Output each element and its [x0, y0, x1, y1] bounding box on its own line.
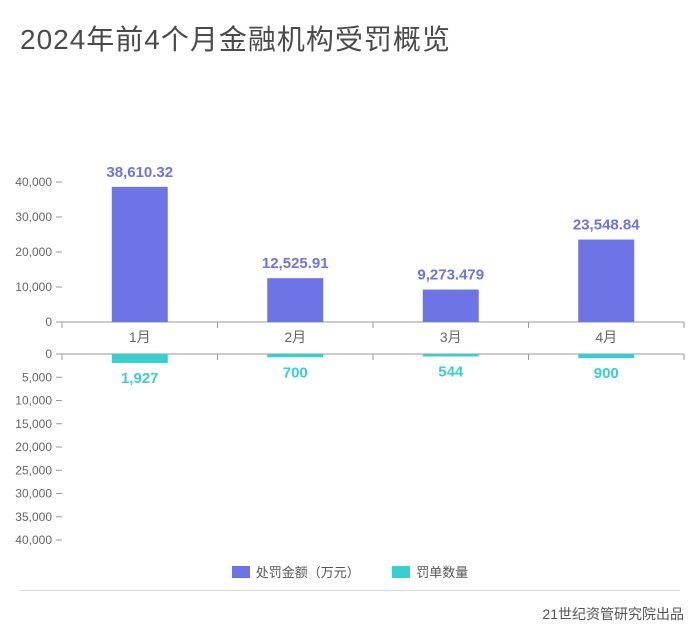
legend: 处罚金额（万元） 罚单数量 — [0, 562, 700, 583]
svg-text:25,000: 25,000 — [15, 463, 52, 477]
source-attribution: 21世纪资管研究院出品 — [542, 604, 684, 624]
svg-text:3月: 3月 — [440, 329, 462, 345]
svg-text:1月: 1月 — [129, 329, 151, 345]
legend-swatch-amount — [232, 566, 250, 578]
page-root: 2024年前4个月金融机构受罚概览 0 10,000 20,000 30,000 40,… — [0, 0, 700, 632]
svg-text:30,000: 30,000 — [15, 210, 52, 224]
svg-text:20,000: 20,000 — [15, 245, 52, 259]
svg-text:30,000: 30,000 — [15, 487, 52, 501]
svg-text:0: 0 — [45, 315, 52, 329]
legend-item-amount: 处罚金额（万元） — [232, 562, 360, 581]
svg-text:900: 900 — [594, 365, 619, 382]
divider — [20, 590, 680, 591]
svg-text:0: 0 — [45, 347, 52, 361]
svg-text:5,000: 5,000 — [22, 370, 52, 384]
chart-svg: 0 10,000 20,000 30,000 40,000 0 5,000 10,000 15,… — [0, 90, 700, 570]
svg-text:2月: 2月 — [284, 329, 306, 345]
chart-title: 2024年前4个月金融机构受罚概览 — [20, 18, 680, 58]
legend-swatch-count — [392, 566, 410, 578]
svg-text:10,000: 10,000 — [15, 394, 52, 408]
svg-text:35,000: 35,000 — [15, 510, 52, 524]
svg-text:40,000: 40,000 — [15, 175, 52, 189]
svg-text:10,000: 10,000 — [15, 280, 52, 294]
legend-label-count: 罚单数量 — [416, 562, 468, 581]
svg-text:4月: 4月 — [595, 329, 617, 345]
chart-area: 0 10,000 20,000 30,000 40,000 0 5,000 10,000 15,… — [0, 90, 700, 570]
legend-label-amount: 处罚金额（万元） — [256, 562, 360, 581]
svg-text:700: 700 — [283, 364, 308, 381]
svg-text:9,273.479: 9,273.479 — [417, 267, 484, 284]
svg-text:20,000: 20,000 — [15, 440, 52, 454]
svg-text:1,927: 1,927 — [121, 370, 159, 387]
svg-text:23,548.84: 23,548.84 — [573, 217, 640, 234]
svg-text:38,610.32: 38,610.32 — [106, 164, 173, 181]
legend-item-count: 罚单数量 — [392, 562, 468, 581]
svg-text:544: 544 — [438, 364, 464, 381]
svg-text:15,000: 15,000 — [15, 417, 52, 431]
svg-text:12,525.91: 12,525.91 — [262, 255, 329, 272]
svg-text:40,000: 40,000 — [15, 533, 52, 547]
